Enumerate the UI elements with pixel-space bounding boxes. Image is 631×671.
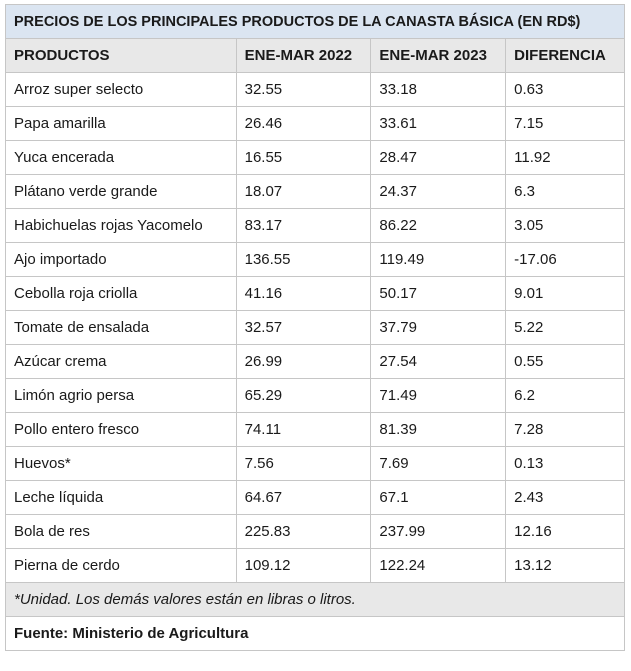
table-row: Azúcar crema 26.99 27.54 0.55	[5, 344, 625, 379]
difference-cell: 0.13	[505, 446, 625, 481]
header-diferencia: DIFERENCIA	[505, 38, 625, 73]
product-cell: Cebolla roja criolla	[5, 276, 237, 311]
product-cell: Arroz super selecto	[5, 72, 237, 107]
price-2022-cell: 83.17	[235, 208, 372, 243]
product-cell: Plátano verde grande	[5, 174, 237, 209]
price-2022-cell: 64.67	[235, 480, 372, 515]
table-row: Yuca encerada 16.55 28.47 11.92	[5, 140, 625, 175]
difference-cell: 6.2	[505, 378, 625, 413]
price-2023-cell: 28.47	[370, 140, 507, 175]
price-2022-cell: 41.16	[235, 276, 372, 311]
table-row: Limón agrio persa 65.29 71.49 6.2	[5, 378, 625, 413]
product-cell: Tomate de ensalada	[5, 310, 237, 345]
product-cell: Pierna de cerdo	[5, 548, 237, 583]
price-2023-cell: 33.18	[370, 72, 507, 107]
difference-cell: 11.92	[505, 140, 625, 175]
price-2023-cell: 86.22	[370, 208, 507, 243]
header-2023: ENE-MAR 2023	[370, 38, 507, 73]
difference-cell: 2.43	[505, 480, 625, 515]
header-2022: ENE-MAR 2022	[235, 38, 372, 73]
difference-cell: 0.63	[505, 72, 625, 107]
difference-cell: 12.16	[505, 514, 625, 549]
price-2022-cell: 7.56	[235, 446, 372, 481]
table-row: Bola de res 225.83 237.99 12.16	[5, 514, 625, 549]
source-note-row: Fuente: Ministerio de Agricultura	[5, 616, 625, 651]
price-2023-cell: 50.17	[370, 276, 507, 311]
table-row: Ajo importado 136.55 119.49 -17.06	[5, 242, 625, 277]
price-2022-cell: 74.11	[235, 412, 372, 447]
product-cell: Azúcar crema	[5, 344, 237, 379]
table-row: Tomate de ensalada 32.57 37.79 5.22	[5, 310, 625, 345]
price-2022-cell: 225.83	[235, 514, 372, 549]
price-2022-cell: 26.46	[235, 106, 372, 141]
difference-cell: 5.22	[505, 310, 625, 345]
price-2022-cell: 32.57	[235, 310, 372, 345]
product-cell: Leche líquida	[5, 480, 237, 515]
table-row: Huevos* 7.56 7.69 0.13	[5, 446, 625, 481]
table-row: Arroz super selecto 32.55 33.18 0.63	[5, 72, 625, 107]
price-2023-cell: 67.1	[370, 480, 507, 515]
product-cell: Yuca encerada	[5, 140, 237, 175]
footnote: *Unidad. Los demás valores están en libr…	[5, 582, 625, 617]
difference-cell: -17.06	[505, 242, 625, 277]
price-2022-cell: 16.55	[235, 140, 372, 175]
difference-cell: 13.12	[505, 548, 625, 583]
difference-cell: 0.55	[505, 344, 625, 379]
price-table: PRECIOS DE LOS PRINCIPALES PRODUCTOS DE …	[5, 4, 625, 651]
difference-cell: 7.28	[505, 412, 625, 447]
price-2023-cell: 237.99	[370, 514, 507, 549]
product-cell: Pollo entero fresco	[5, 412, 237, 447]
product-cell: Habichuelas rojas Yacomelo	[5, 208, 237, 243]
price-2023-cell: 7.69	[370, 446, 507, 481]
table-row: Pollo entero fresco 74.11 81.39 7.28	[5, 412, 625, 447]
table-row: Leche líquida 64.67 67.1 2.43	[5, 480, 625, 515]
table-row: Pierna de cerdo 109.12 122.24 13.12	[5, 548, 625, 583]
price-2022-cell: 32.55	[235, 72, 372, 107]
source-note: Fuente: Ministerio de Agricultura	[5, 616, 625, 651]
difference-cell: 3.05	[505, 208, 625, 243]
difference-cell: 6.3	[505, 174, 625, 209]
table-row: Papa amarilla 26.46 33.61 7.15	[5, 106, 625, 141]
price-2022-cell: 26.99	[235, 344, 372, 379]
price-2023-cell: 81.39	[370, 412, 507, 447]
price-2023-cell: 33.61	[370, 106, 507, 141]
header-row: PRODUCTOS ENE-MAR 2022 ENE-MAR 2023 DIFE…	[5, 38, 625, 73]
table-row: Habichuelas rojas Yacomelo 83.17 86.22 3.05	[5, 208, 625, 243]
price-2023-cell: 37.79	[370, 310, 507, 345]
table-row: Cebolla roja criolla 41.16 50.17 9.01	[5, 276, 625, 311]
product-cell: Huevos*	[5, 446, 237, 481]
price-2022-cell: 18.07	[235, 174, 372, 209]
price-2023-cell: 119.49	[370, 242, 507, 277]
product-cell: Ajo importado	[5, 242, 237, 277]
price-2023-cell: 27.54	[370, 344, 507, 379]
product-cell: Bola de res	[5, 514, 237, 549]
product-cell: Limón agrio persa	[5, 378, 237, 413]
price-2023-cell: 122.24	[370, 548, 507, 583]
table-row: Plátano verde grande 18.07 24.37 6.3	[5, 174, 625, 209]
difference-cell: 9.01	[505, 276, 625, 311]
price-2022-cell: 136.55	[235, 242, 372, 277]
product-cell: Papa amarilla	[5, 106, 237, 141]
price-2023-cell: 71.49	[370, 378, 507, 413]
price-2022-cell: 109.12	[235, 548, 372, 583]
difference-cell: 7.15	[505, 106, 625, 141]
price-2022-cell: 65.29	[235, 378, 372, 413]
price-2023-cell: 24.37	[370, 174, 507, 209]
header-productos: PRODUCTOS	[5, 38, 237, 73]
title-row: PRECIOS DE LOS PRINCIPALES PRODUCTOS DE …	[5, 4, 625, 39]
footnote-row: *Unidad. Los demás valores están en libr…	[5, 582, 625, 617]
table-title: PRECIOS DE LOS PRINCIPALES PRODUCTOS DE …	[5, 4, 625, 39]
